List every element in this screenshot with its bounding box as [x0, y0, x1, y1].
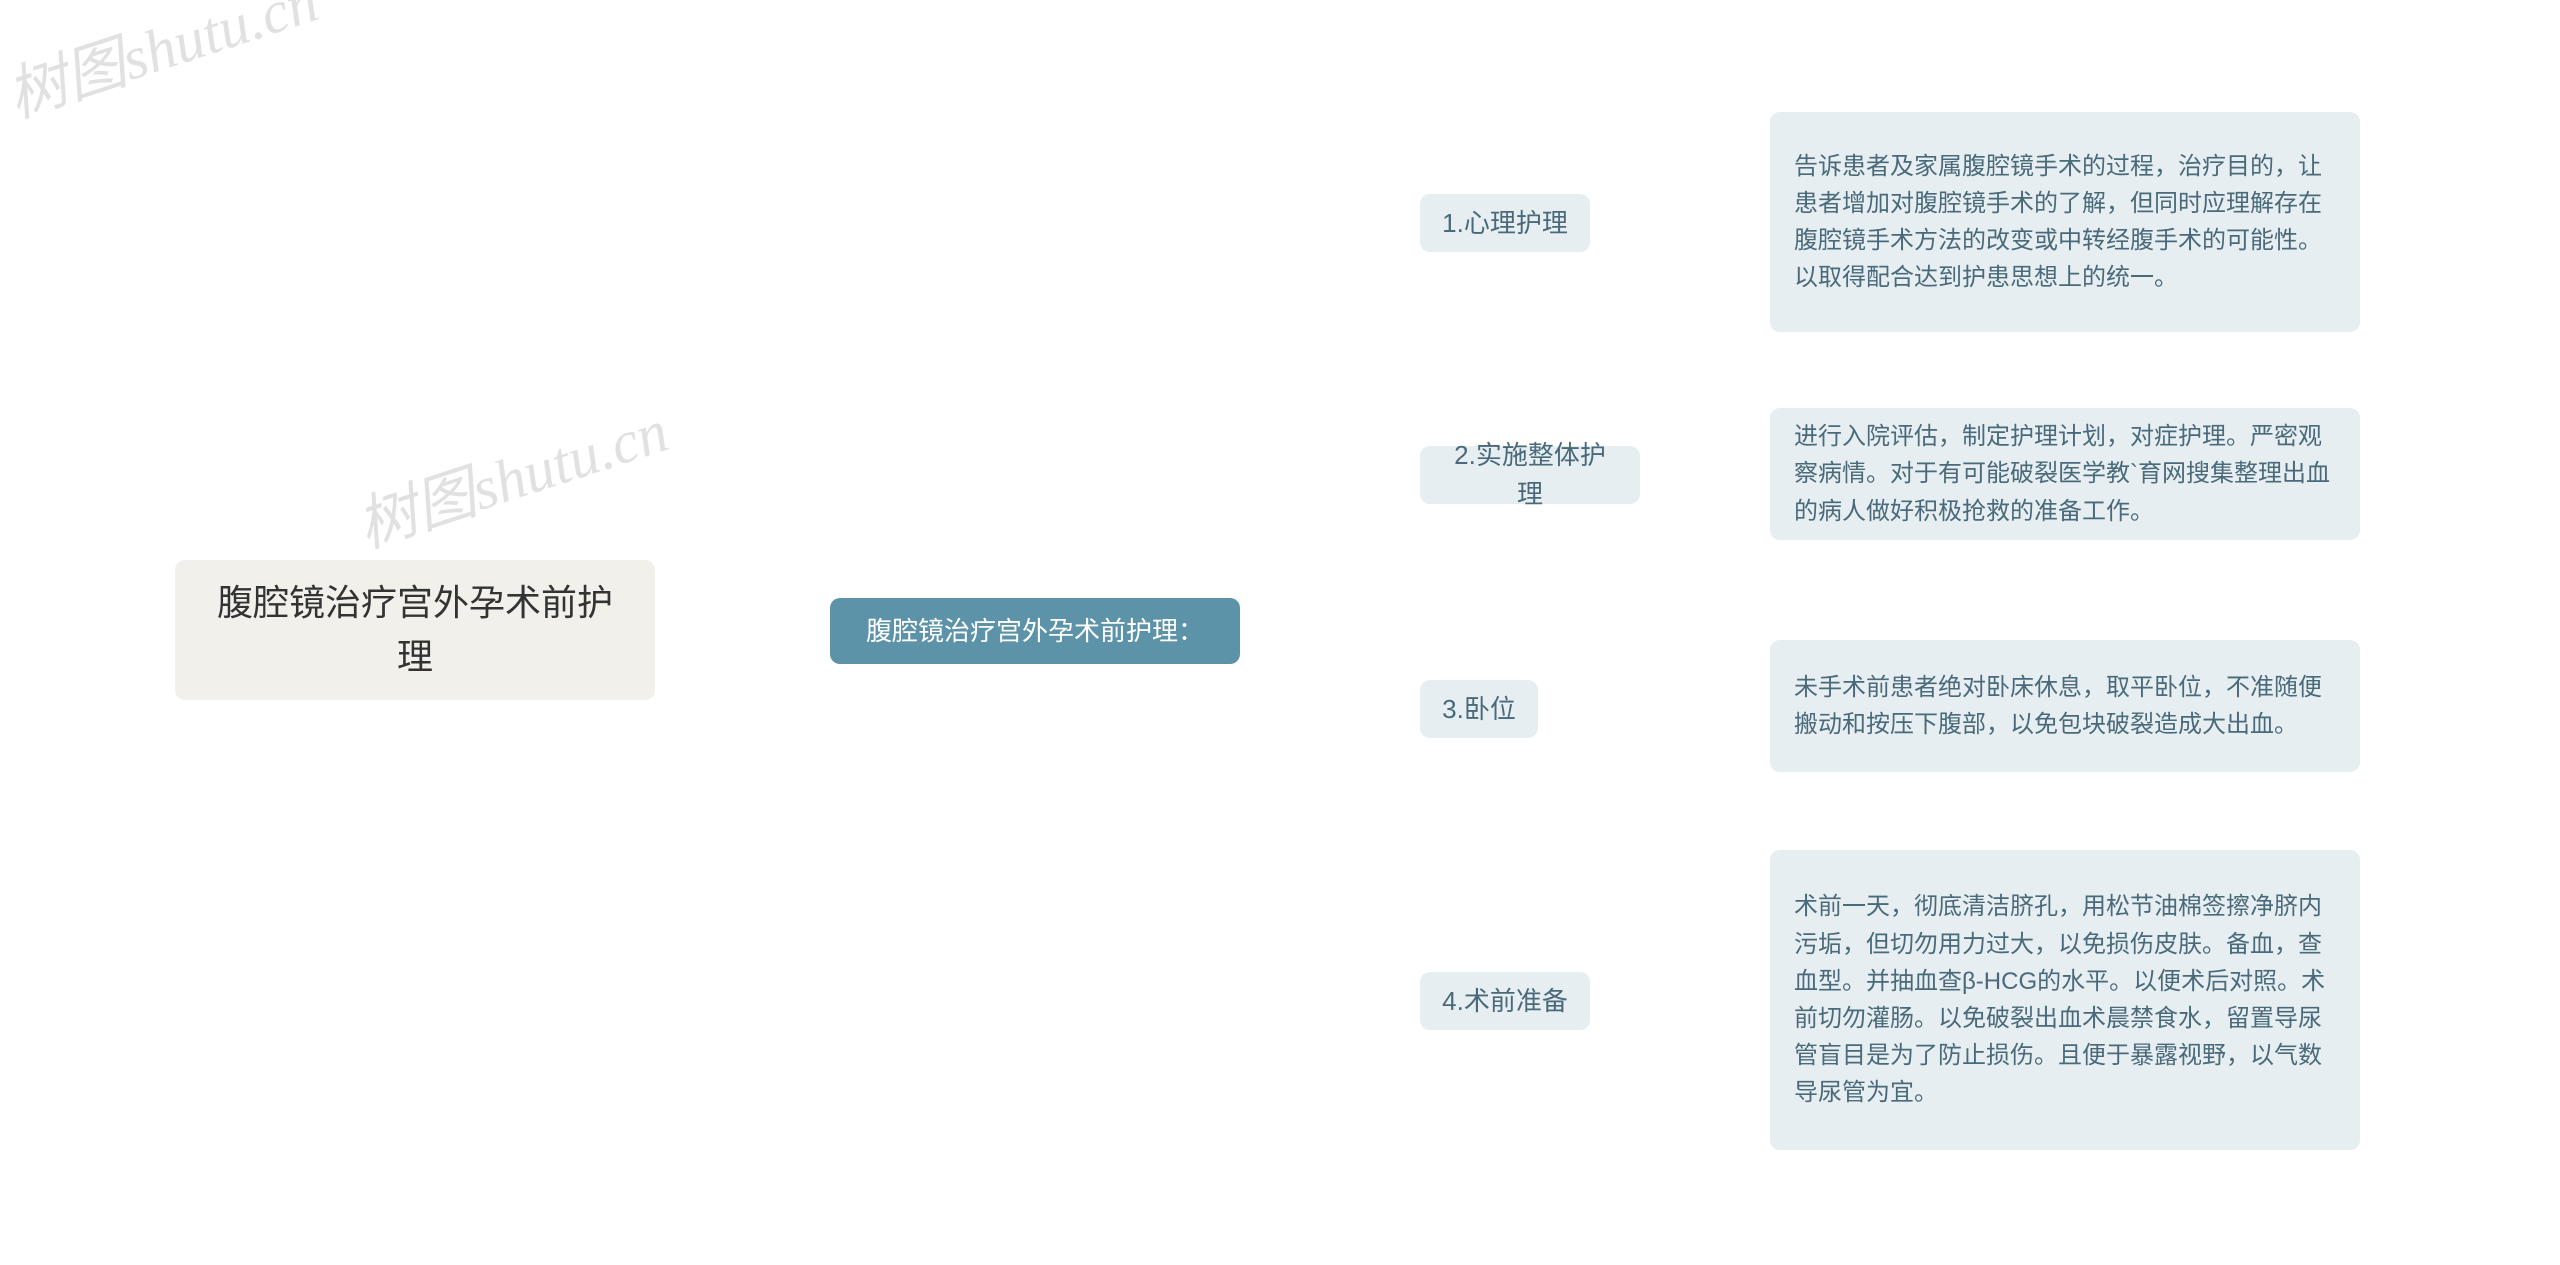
- subroot-text: 腹腔镜治疗宫外孕术前护理：: [866, 612, 1204, 651]
- branch-node-4: 4.术前准备: [1420, 972, 1590, 1030]
- leaf-text: 未手术前患者绝对卧床休息，取平卧位，不准随便搬动和按压下腹部，以免包块破裂造成大…: [1794, 669, 2336, 743]
- leaf-node-3: 未手术前患者绝对卧床休息，取平卧位，不准随便搬动和按压下腹部，以免包块破裂造成大…: [1770, 640, 2360, 772]
- branch-label: 2.实施整体护理: [1442, 436, 1618, 514]
- leaf-node-1: 告诉患者及家属腹腔镜手术的过程，治疗目的，让患者增加对腹腔镜手术的了解，但同时应…: [1770, 112, 2360, 332]
- leaf-node-2: 进行入院评估，制定护理计划，对症护理。严密观察病情。对于有可能破裂医学教`育网搜…: [1770, 408, 2360, 540]
- branch-label: 3.卧位: [1442, 690, 1516, 729]
- leaf-text: 术前一天，彻底清洁脐孔，用松节油棉签擦净脐内污垢，但切勿用力过大，以免损伤皮肤。…: [1794, 888, 2336, 1111]
- branch-label: 4.术前准备: [1442, 982, 1568, 1021]
- leaf-text: 告诉患者及家属腹腔镜手术的过程，治疗目的，让患者增加对腹腔镜手术的了解，但同时应…: [1794, 148, 2336, 297]
- mindmap-canvas: 腹腔镜治疗宫外孕术前护理 腹腔镜治疗宫外孕术前护理： 1.心理护理 2.实施整体…: [0, 0, 2560, 1265]
- branch-node-1: 1.心理护理: [1420, 194, 1590, 252]
- watermark-1: 树图shutu.cn: [344, 382, 677, 564]
- branch-node-3: 3.卧位: [1420, 680, 1538, 738]
- subroot-node: 腹腔镜治疗宫外孕术前护理：: [830, 598, 1240, 664]
- branch-node-2: 2.实施整体护理: [1420, 446, 1640, 504]
- watermark-text: 树图shutu.cn: [349, 398, 675, 560]
- root-node: 腹腔镜治疗宫外孕术前护理: [175, 560, 655, 700]
- leaf-node-4: 术前一天，彻底清洁脐孔，用松节油棉签擦净脐内污垢，但切勿用力过大，以免损伤皮肤。…: [1770, 850, 2360, 1150]
- branch-label: 1.心理护理: [1442, 204, 1568, 243]
- root-text: 腹腔镜治疗宫外孕术前护理: [215, 576, 615, 684]
- watermark-2: 树图shutu.cn: [0, 0, 327, 135]
- leaf-text: 进行入院评估，制定护理计划，对症护理。严密观察病情。对于有可能破裂医学教`育网搜…: [1794, 418, 2336, 530]
- watermark-text: 树图shutu.cn: [0, 0, 326, 130]
